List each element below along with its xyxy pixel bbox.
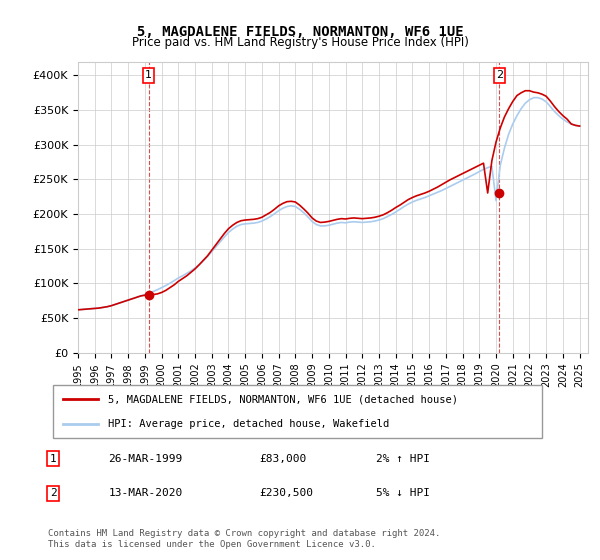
Text: 2: 2: [50, 488, 56, 498]
Text: 1: 1: [50, 454, 56, 464]
Text: 1: 1: [145, 71, 152, 81]
Text: 2: 2: [496, 71, 503, 81]
Text: Contains HM Land Registry data © Crown copyright and database right 2024.
This d: Contains HM Land Registry data © Crown c…: [48, 529, 440, 549]
Text: 2% ↑ HPI: 2% ↑ HPI: [376, 454, 430, 464]
Text: HPI: Average price, detached house, Wakefield: HPI: Average price, detached house, Wake…: [109, 419, 390, 429]
Text: 5, MAGDALENE FIELDS, NORMANTON, WF6 1UE (detached house): 5, MAGDALENE FIELDS, NORMANTON, WF6 1UE …: [109, 394, 458, 404]
Text: £83,000: £83,000: [260, 454, 307, 464]
Text: £230,500: £230,500: [260, 488, 314, 498]
Text: 13-MAR-2020: 13-MAR-2020: [109, 488, 183, 498]
FancyBboxPatch shape: [53, 385, 542, 438]
Text: Price paid vs. HM Land Registry's House Price Index (HPI): Price paid vs. HM Land Registry's House …: [131, 36, 469, 49]
Text: 26-MAR-1999: 26-MAR-1999: [109, 454, 183, 464]
Text: 5, MAGDALENE FIELDS, NORMANTON, WF6 1UE: 5, MAGDALENE FIELDS, NORMANTON, WF6 1UE: [137, 25, 463, 39]
Text: 5% ↓ HPI: 5% ↓ HPI: [376, 488, 430, 498]
